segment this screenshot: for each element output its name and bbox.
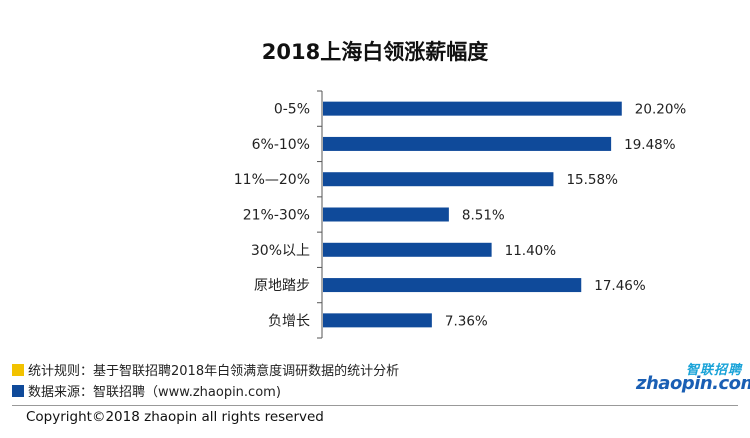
category-label: 21%-30% bbox=[243, 208, 310, 224]
category-label: 11%—20% bbox=[234, 172, 310, 188]
value-label: 19.48% bbox=[624, 137, 676, 153]
category-label: 6%-10% bbox=[252, 137, 310, 153]
logo-cn-text: 智联招聘 bbox=[685, 363, 742, 378]
copyright-text: Copyright©2018 zhaopin all rights reserv… bbox=[26, 409, 324, 425]
data-source-text: 数据来源：智联招聘（www.zhaopin.com) bbox=[28, 385, 281, 400]
value-label: 15.58% bbox=[566, 172, 618, 188]
value-label: 7.36% bbox=[445, 313, 488, 329]
bar bbox=[323, 136, 612, 151]
yellow-square-icon bbox=[12, 363, 24, 376]
category-label: 负增长 bbox=[268, 313, 310, 329]
category-label: 原地踏步 bbox=[254, 278, 310, 294]
value-label: 11.40% bbox=[505, 243, 557, 259]
bar bbox=[323, 313, 432, 328]
bar bbox=[323, 101, 622, 116]
chart-title: 2018上海白领涨薪幅度 bbox=[261, 40, 489, 64]
blue-square-icon bbox=[12, 384, 24, 397]
value-label: 20.20% bbox=[635, 102, 687, 118]
footer-divider bbox=[12, 405, 738, 406]
bar bbox=[323, 278, 582, 293]
value-label: 17.46% bbox=[594, 278, 646, 294]
zhaopin-logo: 智联招聘 zhaopin.com bbox=[636, 359, 750, 399]
category-label: 0-5% bbox=[274, 102, 310, 118]
category-label: 30%以上 bbox=[251, 243, 310, 259]
bar bbox=[323, 242, 492, 257]
stat-rules-note: 统计规则：基于智联招聘2018年白领满意度调研数据的统计分析 bbox=[12, 360, 399, 379]
bar bbox=[323, 207, 449, 222]
bar bbox=[323, 172, 554, 187]
stat-rules-text: 统计规则：基于智联招聘2018年白领满意度调研数据的统计分析 bbox=[28, 364, 400, 379]
value-label: 8.51% bbox=[462, 208, 505, 224]
logo-en-text: zhaopin.com bbox=[636, 373, 750, 394]
data-source-note: 数据来源：智联招聘（www.zhaopin.com) bbox=[12, 381, 281, 400]
